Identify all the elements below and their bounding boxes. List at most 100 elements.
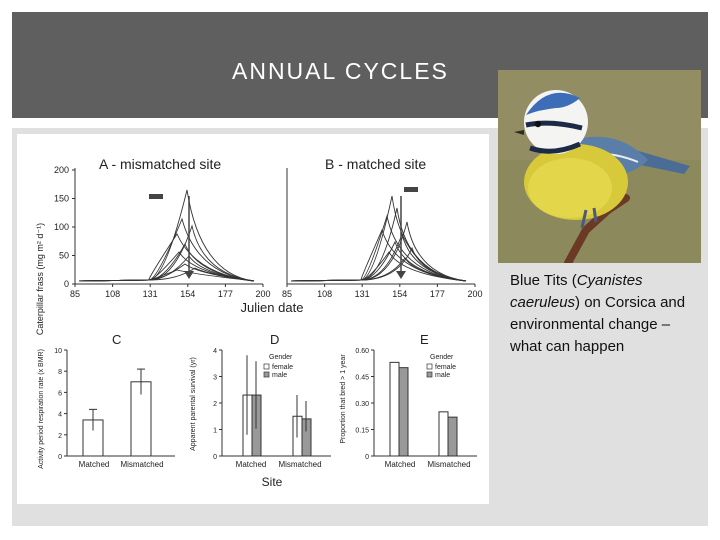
c-ytick-label: 2 bbox=[58, 433, 62, 440]
panel-b-curves bbox=[290, 195, 467, 282]
a-xtick-label: 200 bbox=[255, 289, 270, 299]
panel-d-legend: Gender female male bbox=[263, 354, 293, 379]
d-ytick-label: 0 bbox=[213, 454, 217, 461]
a-xtick-label: 154 bbox=[180, 289, 195, 299]
c-ytick-label: 0 bbox=[58, 454, 62, 461]
panel-a-curves bbox=[78, 189, 255, 282]
panel-a-title: A - mismatched site bbox=[99, 156, 221, 172]
site-label: Site bbox=[262, 475, 283, 489]
a-xtick-label: 108 bbox=[105, 289, 120, 299]
e-ytick-label: 0.30 bbox=[355, 401, 369, 408]
b-curve bbox=[290, 214, 467, 282]
b-xtick-label: 154 bbox=[392, 289, 407, 299]
d-legend-female-swatch bbox=[263, 363, 270, 370]
e-ylabel: Proportion that bred > 1 year bbox=[340, 354, 347, 444]
a-curve bbox=[78, 217, 255, 282]
b-xtick-label: 85 bbox=[282, 289, 292, 299]
a-ytick-label: 200 bbox=[54, 165, 69, 175]
a-curve bbox=[78, 267, 255, 282]
caption-species: Cyanistes caeruleus bbox=[510, 272, 643, 311]
d-legend-female: female bbox=[272, 364, 293, 371]
d-ytick-label: 1 bbox=[213, 428, 217, 435]
c-cat-mismatched: Mismatched bbox=[120, 460, 163, 469]
panel-b-arrowhead bbox=[396, 271, 406, 279]
panel-a-yticks: 200 150 100 50 0 bbox=[54, 165, 75, 289]
caption-part2: ) on Corsica and environmental change – … bbox=[510, 294, 686, 355]
c-ytick-label: 4 bbox=[58, 412, 62, 419]
panel-a-xticks: 85 108 131 154 177 200 bbox=[70, 284, 271, 299]
figure-svg: A - mismatched site Caterpillar frass (m… bbox=[35, 156, 483, 489]
d-ylabel: Apparent parental survival (yr) bbox=[190, 357, 197, 451]
e-legend-male-swatch bbox=[426, 371, 433, 378]
c-ytick-label: 10 bbox=[54, 348, 62, 355]
e-legend-male: male bbox=[435, 372, 450, 379]
c-ytick-label: 8 bbox=[58, 369, 62, 376]
b-curve bbox=[290, 221, 467, 282]
e-legend-female: female bbox=[435, 364, 456, 371]
panel-d-label: D bbox=[270, 332, 279, 347]
e-ytick-label: 0 bbox=[365, 454, 369, 461]
e-cat-mismatched: Mismatched bbox=[427, 460, 470, 469]
b-xtick-label: 108 bbox=[317, 289, 332, 299]
d-cat-matched: Matched bbox=[236, 460, 267, 469]
e-ytick-label: 0.15 bbox=[355, 428, 369, 435]
c-ylabel: Activity period respiration rate (x BMR) bbox=[38, 349, 45, 469]
panel-e-bars bbox=[389, 361, 458, 457]
a-curve bbox=[78, 224, 255, 282]
slide-title: ANNUAL CYCLES bbox=[232, 58, 449, 84]
panel-b-marker bbox=[404, 187, 418, 192]
d-ytick-label: 3 bbox=[213, 375, 217, 382]
b-curve bbox=[290, 232, 467, 282]
caption: Blue Tits (Cyanistes caeruleus) on Corsi… bbox=[510, 270, 700, 358]
panel-c-label: C bbox=[112, 332, 121, 347]
e-legend-title: Gender bbox=[430, 354, 454, 361]
panel-e-label: E bbox=[420, 332, 429, 347]
a-xtick-label: 85 bbox=[70, 289, 80, 299]
b-curve bbox=[290, 251, 467, 282]
panel-c-bars bbox=[82, 368, 152, 457]
d-legend-male: male bbox=[272, 372, 287, 379]
a-curve bbox=[78, 269, 255, 282]
b-xtick-label: 177 bbox=[430, 289, 445, 299]
d-cat-mismatched: Mismatched bbox=[278, 460, 321, 469]
c-ytick-label: 6 bbox=[58, 390, 62, 397]
a-curve bbox=[78, 189, 255, 282]
panel-a-arrowhead bbox=[184, 271, 194, 279]
e-bar-male bbox=[398, 367, 409, 457]
panel-d-bars bbox=[242, 355, 312, 457]
e-ytick-label: 0.60 bbox=[355, 348, 369, 355]
b-xtick-label: 131 bbox=[355, 289, 370, 299]
a-ytick-label: 150 bbox=[54, 194, 69, 204]
e-bar-female bbox=[389, 361, 400, 457]
b-xtick-label: 200 bbox=[467, 289, 482, 299]
b-curve bbox=[290, 207, 467, 282]
panel-e-yticks: 0.60 0.45 0.30 0.15 0 bbox=[355, 348, 374, 461]
a-ytick-label: 50 bbox=[59, 251, 69, 261]
d-legend-male-swatch bbox=[263, 371, 270, 378]
panel-b-xticks: 85 108 131 154 177 200 bbox=[282, 284, 483, 299]
e-legend-female-swatch bbox=[426, 363, 433, 370]
panel-e-legend: Gender female male bbox=[426, 354, 456, 379]
top-ylabel: Caterpillar frass (mg m² d⁻¹) bbox=[35, 223, 45, 335]
panel-b-title: B - matched site bbox=[325, 156, 426, 172]
c-cat-matched: Matched bbox=[79, 460, 110, 469]
e-cat-matched: Matched bbox=[385, 460, 416, 469]
panel-d-yticks: 4 3 2 1 0 bbox=[213, 348, 222, 461]
top-xlabel: Julien date bbox=[241, 300, 304, 315]
a-xtick-label: 131 bbox=[143, 289, 158, 299]
d-legend-title: Gender bbox=[269, 354, 293, 361]
blue-tit-illustration bbox=[498, 70, 701, 263]
d-ytick-label: 2 bbox=[213, 401, 217, 408]
d-ytick-label: 4 bbox=[213, 348, 217, 355]
e-bar-female bbox=[438, 411, 449, 457]
scientific-figure: A - mismatched site Caterpillar frass (m… bbox=[17, 134, 489, 504]
a-xtick-label: 177 bbox=[218, 289, 233, 299]
panel-c-yticks: 10 8 6 4 2 0 bbox=[54, 348, 67, 461]
b-curve bbox=[290, 257, 467, 282]
e-bar-male bbox=[447, 416, 458, 457]
panel-a-marker bbox=[149, 194, 163, 199]
a-ytick-label: 0 bbox=[64, 279, 69, 289]
e-ytick-label: 0.45 bbox=[355, 375, 369, 382]
a-ytick-label: 100 bbox=[54, 222, 69, 232]
blue-tit-photo bbox=[498, 70, 701, 263]
